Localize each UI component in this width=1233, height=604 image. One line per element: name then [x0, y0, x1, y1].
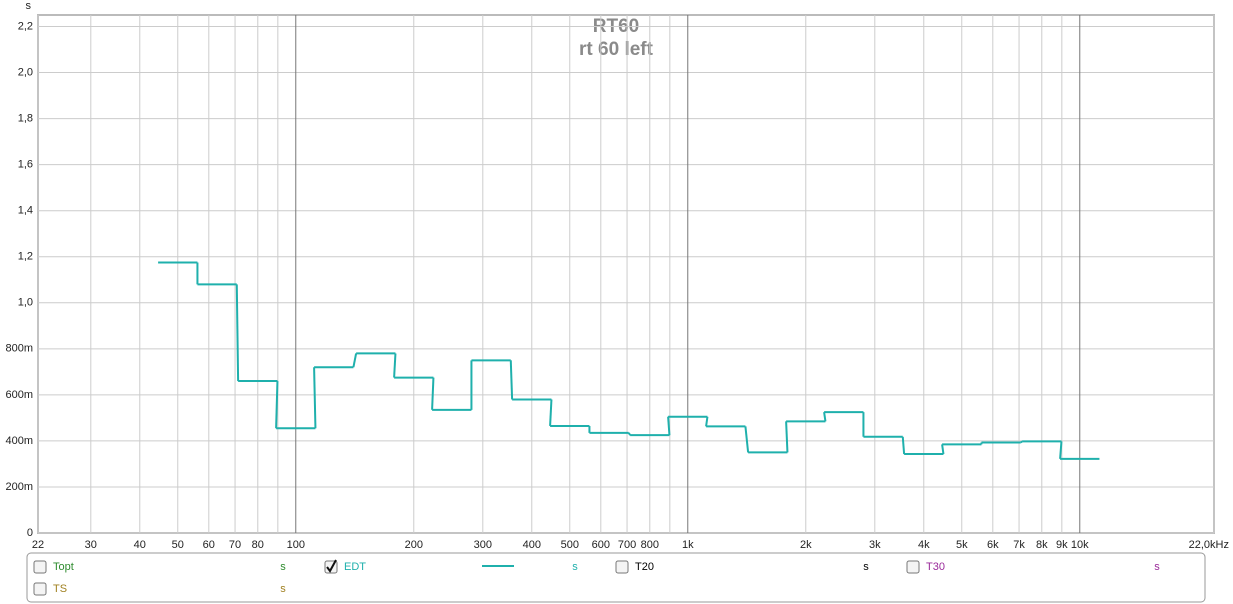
x-tick-label: 22,0kHz: [1189, 539, 1229, 551]
y-tick-label: 400m: [5, 435, 33, 447]
step-riser: [785, 421, 789, 453]
step-riser: [744, 426, 750, 453]
step-riser: [823, 411, 827, 422]
x-tick-label: 3k: [869, 539, 881, 551]
step-riser: [1059, 441, 1063, 459]
step-riser: [509, 360, 514, 400]
legend-unit: s: [863, 561, 869, 573]
x-tick-label: 1k: [682, 539, 694, 551]
x-tick-label: 2k: [800, 539, 812, 551]
x-tick-label: 70: [229, 539, 241, 551]
y-tick-label: 2,2: [18, 20, 33, 32]
legend-unit: s: [280, 561, 286, 573]
step-riser: [549, 399, 553, 426]
y-tick-label: 1,4: [18, 205, 33, 217]
y-tick-label: 1,0: [18, 297, 33, 309]
checkbox[interactable]: [615, 560, 629, 574]
x-tick-label: 80: [252, 539, 264, 551]
y-tick-label: 0: [27, 527, 33, 539]
checkbox[interactable]: [33, 582, 47, 596]
y-tick-label: 1,8: [18, 113, 33, 125]
x-tick-label: 300: [474, 539, 492, 551]
checkbox[interactable]: [906, 560, 920, 574]
y-tick-label: 600m: [5, 389, 33, 401]
legend-panel: [26, 552, 1206, 603]
y-tick-label: 800m: [5, 343, 33, 355]
step-riser: [275, 381, 279, 429]
legend-unit: s: [572, 561, 578, 573]
x-tick-label: 700: [618, 539, 636, 551]
y-tick-label: 200m: [5, 481, 33, 493]
x-tick-label: 7k: [1013, 539, 1025, 551]
checkmark: [326, 559, 337, 573]
step-riser: [627, 432, 631, 436]
y-tick-label: 1,2: [18, 251, 33, 263]
step-riser: [1020, 440, 1023, 444]
step-riser: [235, 284, 240, 382]
step-riser: [313, 367, 317, 429]
x-tick-label: 4k: [918, 539, 930, 551]
step-riser: [352, 353, 358, 368]
step-riser: [393, 353, 397, 378]
x-tick-label: 500: [561, 539, 579, 551]
y-tick-label: 2,0: [18, 66, 33, 78]
step-riser: [705, 416, 709, 427]
x-tick-label: 5k: [956, 539, 968, 551]
step-riser: [901, 436, 906, 455]
x-tick-label: 8k: [1036, 539, 1048, 551]
step-riser: [667, 416, 671, 436]
x-tick-label: 200: [405, 539, 423, 551]
x-tick-label: 100: [287, 539, 305, 551]
x-tick-label: 30: [85, 539, 97, 551]
y-tick-label: 1,6: [18, 159, 33, 171]
step-riser: [431, 377, 435, 410]
x-tick-label: 10k: [1071, 539, 1089, 551]
step-riser: [941, 444, 945, 455]
x-tick-label: 800: [641, 539, 659, 551]
legend-unit: s: [280, 583, 286, 595]
x-tick-label: 40: [134, 539, 146, 551]
x-tick-label: 600: [592, 539, 610, 551]
x-tick-label: 60: [203, 539, 215, 551]
x-tick-label: 50: [172, 539, 184, 551]
legend-unit: s: [1154, 561, 1160, 573]
legend-label: EDT: [344, 561, 366, 573]
legend-label: T30: [926, 561, 945, 573]
checkbox[interactable]: [33, 560, 47, 574]
legend-label: T20: [635, 561, 654, 573]
chart-subtitle: rt 60 left: [579, 39, 654, 60]
x-tick-label: 9k: [1056, 539, 1068, 551]
legend-label: Topt: [53, 561, 74, 573]
x-tick-label: 6k: [987, 539, 999, 551]
x-tick-label: 22: [32, 539, 44, 551]
legend-label: TS: [53, 583, 67, 595]
y-unit: s: [26, 0, 32, 12]
plot-area: [37, 14, 1215, 534]
x-tick-label: 400: [523, 539, 541, 551]
